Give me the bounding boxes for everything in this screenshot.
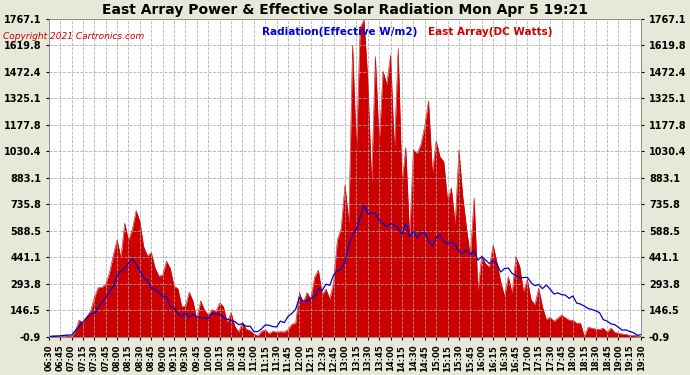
Text: East Array(DC Watts): East Array(DC Watts) [428, 27, 553, 37]
Title: East Array Power & Effective Solar Radiation Mon Apr 5 19:21: East Array Power & Effective Solar Radia… [102, 3, 588, 18]
Text: Copyright 2021 Cartronics.com: Copyright 2021 Cartronics.com [3, 32, 145, 41]
Text: Radiation(Effective W/m2): Radiation(Effective W/m2) [262, 27, 417, 37]
